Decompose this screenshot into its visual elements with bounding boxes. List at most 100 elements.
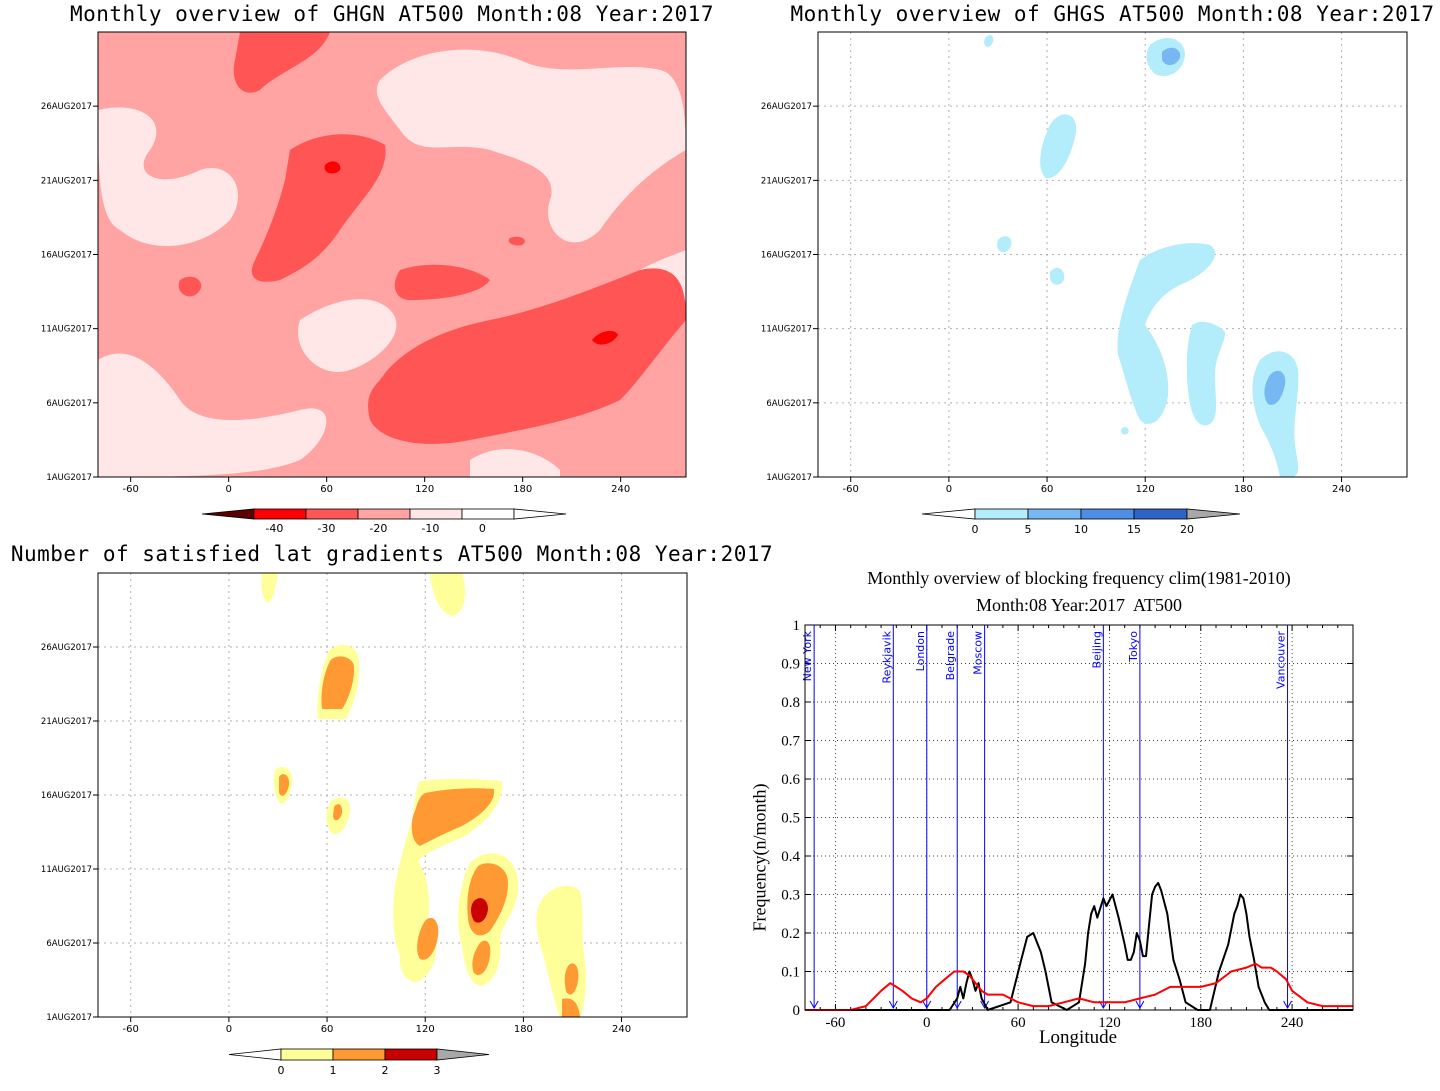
ghgs-contour-low: [1186, 321, 1225, 426]
x-tick-label: 240: [1281, 1015, 1304, 1031]
ghgn-contour-medium: [178, 276, 202, 297]
y-tick-label: 0.2: [781, 926, 800, 942]
colorbar-label: 0: [972, 523, 979, 536]
grid: [818, 32, 1407, 477]
city-label: London: [914, 631, 927, 671]
city-arrow: [980, 1000, 990, 1010]
y-tick-label: 0: [793, 1003, 801, 1019]
ghgs-contour-low: [1252, 351, 1299, 477]
panel-title: Number of satisfied lat gradients AT500 …: [10, 542, 774, 566]
ghgn-contour-light: [98, 353, 327, 477]
colorbar-label: 0: [278, 1064, 285, 1077]
colorbar-label: -30: [317, 522, 335, 535]
x-axis-label: Longitude: [1038, 1027, 1118, 1048]
x-tick-label: -60: [843, 484, 859, 495]
y-tick-label: 0.6: [781, 772, 800, 788]
colorbar-right-arrow: [1186, 508, 1241, 520]
y-tick-label: 1AUG2017: [46, 473, 92, 483]
axes: -60 0 60 120 180 240 1AUG2017 6AUG2017 11AUG2017…: [41, 102, 630, 495]
x-tick-label: -60: [122, 484, 138, 495]
y-tick-label: 0.9: [781, 657, 800, 673]
gradient-contour-2: [411, 788, 495, 846]
panel-blocking-frequency: Monthly overview of blocking frequency c…: [720, 541, 1440, 1091]
city-arrow: [809, 1000, 819, 1010]
y-tick-label: 1AUG2017: [46, 1013, 92, 1023]
ghgs-contour-mid: [1162, 47, 1181, 66]
colorbar-left-arrow: [228, 1048, 282, 1061]
colorbar-label: 0: [479, 522, 486, 535]
gradient-contour-2: [472, 940, 491, 976]
y-tick-label: 26AUG2017: [761, 102, 812, 112]
panel-gradients: Number of satisfied lat gradients AT500 …: [0, 541, 773, 1091]
y-tick-label: 0.8: [781, 695, 800, 711]
x-tick-label: 180: [514, 1024, 533, 1035]
colorbar-label: 20: [1180, 523, 1194, 536]
colorbar-label: 3: [434, 1064, 441, 1077]
colorbar-cell: [384, 1048, 438, 1061]
panel-ghgn: Monthly overview of GHGN AT500 Month:08 …: [0, 0, 720, 545]
panel-ghgs: Monthly overview of GHGS AT500 Month:08 …: [720, 0, 1440, 545]
ghgs-contour-low: [997, 236, 1012, 253]
ghgn-contour-strong: [324, 161, 341, 174]
ghgn-map: -60 0 60 120 180 240 1AUG2017 6AUG2017 11AUG2017…: [41, 31, 687, 535]
colorbar-left-arrow: [201, 508, 255, 520]
x-tick-label: 0: [946, 484, 952, 495]
ghgs-contour-low: [1040, 114, 1077, 179]
colorbar-right-arrow: [436, 1048, 490, 1061]
ghgs-contour-low: [984, 35, 994, 47]
gradient-contour-2: [564, 963, 579, 995]
x-tick-label: 240: [1332, 484, 1351, 495]
x-tick-label: 120: [1098, 1015, 1121, 1031]
gradient-contour-2: [321, 656, 355, 709]
city-label: Reykjavik: [880, 630, 893, 683]
colorbar-cell: [280, 1048, 334, 1061]
city-markers: New York Reykjavik London Belgrade Moscow Bei…: [801, 625, 1292, 1010]
city-label: Moscow: [972, 631, 985, 675]
colorbar-label: 15: [1127, 523, 1141, 536]
ghgn-contour-medium: [251, 134, 386, 282]
y-tick-label: 16AUG2017: [41, 791, 92, 801]
y-tick-label: 16AUG2017: [761, 251, 812, 261]
ghgn-contour-strong: [592, 330, 618, 345]
colorbar: 0 1 2 3: [228, 1048, 490, 1077]
ghgs-contour-mid: [1264, 370, 1286, 405]
y-tick-label: 11AUG2017: [41, 865, 92, 875]
y-tick-label: 1AUG2017: [766, 473, 812, 483]
city-label: Beijing: [1090, 631, 1103, 668]
y-tick-label: 6AUG2017: [46, 939, 92, 949]
ghgn-contour-light: [298, 299, 397, 372]
y-tick-label: 6AUG2017: [766, 399, 812, 409]
colorbar-cell: [1080, 508, 1135, 520]
x-tick-label: 0: [225, 484, 231, 495]
ghgn-contour-light: [98, 107, 239, 247]
y-tick-label: 0.7: [781, 734, 800, 750]
colorbar-label: 10: [1074, 523, 1088, 536]
x-tick-label: 60: [1011, 1015, 1026, 1031]
y-tick-label: 21AUG2017: [41, 176, 92, 186]
colorbar-cell: [1133, 508, 1188, 520]
ghgn-contour-medium: [394, 264, 490, 300]
x-tick-label: 60: [320, 484, 333, 495]
gradient-contour-2: [279, 774, 290, 796]
series-line: [805, 881, 1353, 1011]
city-label: Vancouver: [1275, 631, 1288, 689]
y-tick-label: 26AUG2017: [41, 643, 92, 653]
ghgn-contour-medium: [508, 236, 525, 246]
colorbar-cell: [974, 508, 1029, 520]
colorbar-cell: [409, 508, 463, 520]
city-arrow: [888, 1000, 898, 1010]
colorbar-cell: [1027, 508, 1082, 520]
colorbar-label: 1: [330, 1064, 337, 1077]
x-tick-label: 60: [1041, 484, 1054, 495]
x-tick-label: 0: [226, 1024, 232, 1035]
ghgs-contour-low: [1049, 267, 1065, 285]
plot-frame: [804, 624, 1354, 1011]
gradient-contour-1: [536, 885, 587, 1017]
x-tick-label: 180: [1190, 1015, 1213, 1031]
city-label: New York: [801, 630, 814, 681]
colorbar-cell: [305, 508, 359, 520]
ghgs-contour-low: [1117, 243, 1216, 424]
colorbar-left-arrow: [921, 508, 976, 520]
y-tick-label: 0.3: [781, 888, 800, 904]
grid: [805, 625, 1353, 1010]
